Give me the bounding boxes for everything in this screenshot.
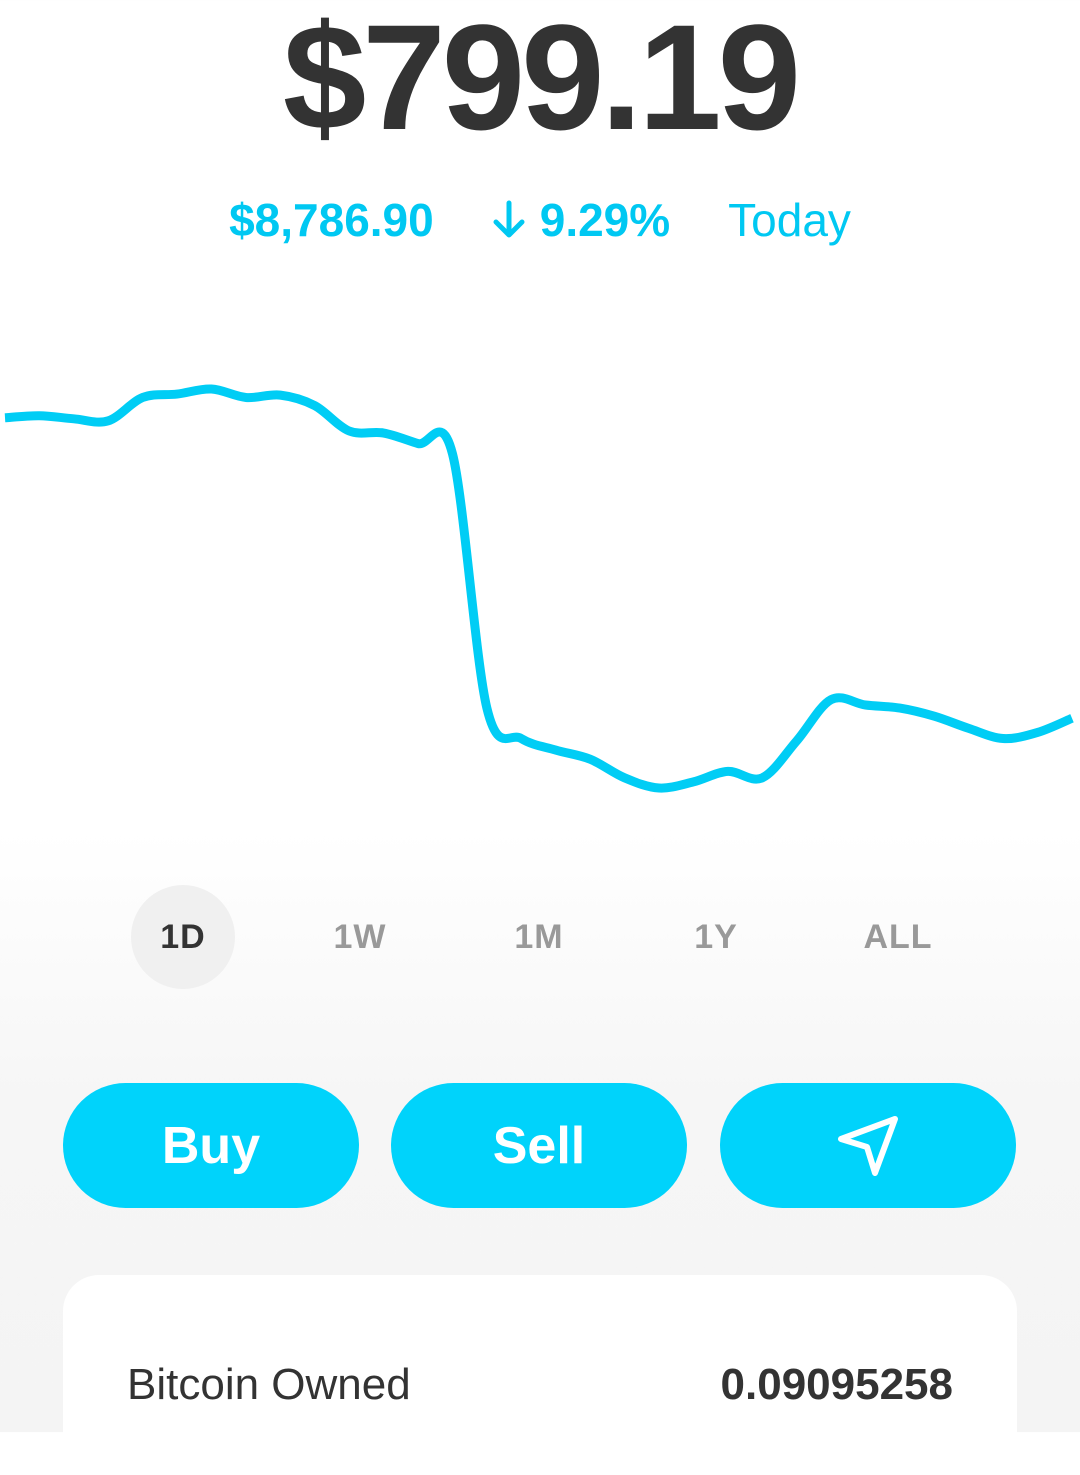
period: Today — [728, 194, 851, 246]
range-tab[interactable]: ALL — [863, 918, 933, 956]
holding-label: Bitcoin Owned — [127, 1360, 411, 1409]
range-tab[interactable]: 1M — [514, 918, 564, 956]
page: {"header": {"balance": "$799.19", "btc_p… — [0, 0, 1080, 1432]
down-arrow-icon — [493, 200, 525, 238]
action-button[interactable]: Sell — [391, 1083, 687, 1208]
holding-value: 0.09095258 — [720, 1360, 953, 1409]
price-row: $8,786.90 9.29% Today — [0, 192, 1080, 248]
send-icon — [838, 1115, 898, 1176]
send-button[interactable] — [720, 1083, 1016, 1208]
range-tab[interactable]: 1D — [131, 885, 235, 989]
change-percent: 9.29% — [539, 194, 671, 246]
price-line — [4, 384, 1074, 793]
balance: $799.19 — [282, 0, 801, 161]
btc-price: $8,786.90 — [229, 194, 434, 246]
change: 9.29% — [492, 192, 670, 248]
range-tab[interactable]: 1W — [333, 918, 387, 956]
action-button[interactable]: Buy — [63, 1083, 359, 1208]
range-tab[interactable]: 1Y — [694, 918, 738, 956]
price-chart — [4, 384, 1074, 793]
